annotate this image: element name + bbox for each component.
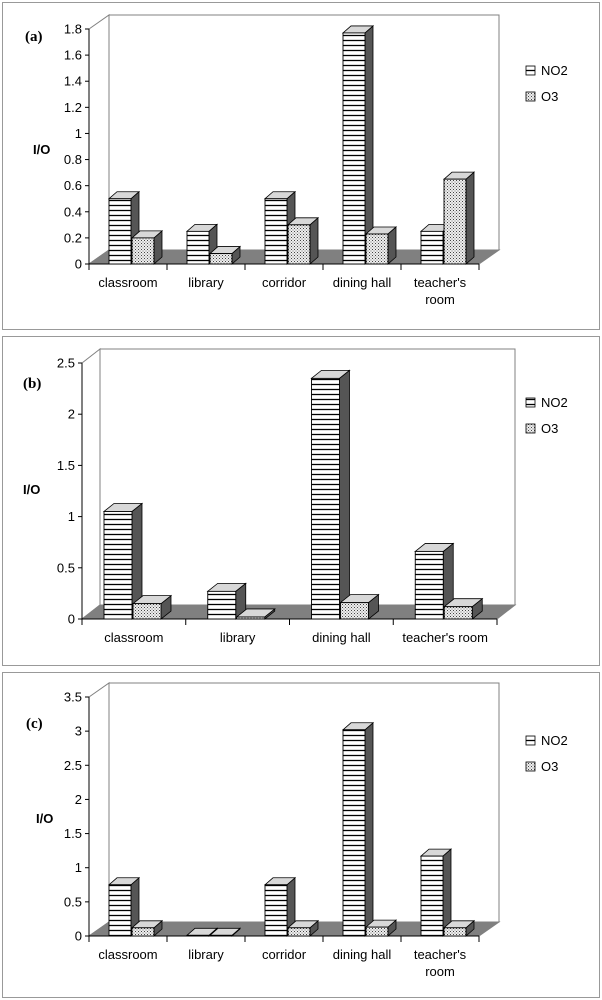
bar-no2-teacher-s-room — [414, 542, 455, 620]
y-axis-label: I/O — [23, 482, 40, 497]
bar-o3-teacher-s-room — [442, 919, 476, 937]
y-tick-label: 1.5 — [64, 826, 82, 841]
legend-label-no2: NO2 — [541, 395, 568, 410]
y-tick-label: 1 — [68, 509, 75, 524]
x-category-label: dining hall — [312, 630, 371, 645]
legend-label-no2: NO2 — [541, 63, 568, 78]
x-category-label: room — [425, 964, 455, 979]
x-category-label: dining hall — [333, 275, 392, 290]
x-category-label: library — [220, 630, 256, 645]
legend-swatch-o3 — [525, 91, 536, 102]
chart-side-wall — [81, 347, 101, 621]
chart-side-wall — [88, 14, 110, 265]
bar-no2-library — [185, 223, 219, 265]
y-tick-label: 3.5 — [64, 690, 82, 705]
bar-no2-library — [206, 582, 247, 620]
bar-o3-corridor — [286, 216, 320, 265]
x-category-label: dining hall — [333, 947, 392, 962]
x-category-label: teacher's room — [402, 630, 488, 645]
y-tick-label: 0 — [75, 257, 82, 272]
bar-o3-teacher-s-room — [442, 171, 476, 265]
y-tick-label: 1 — [75, 126, 82, 141]
legend-label-no2: NO2 — [541, 733, 568, 748]
y-tick-label: 0.8 — [64, 152, 82, 167]
x-category-label: teacher's — [414, 947, 467, 962]
y-tick-label: 0.5 — [64, 894, 82, 909]
y-tick-label: 0.2 — [64, 230, 82, 245]
y-tick-label: 0 — [75, 929, 82, 944]
bar-no2-corridor — [263, 876, 297, 937]
y-tick-label: 2.5 — [57, 356, 75, 371]
bar-o3-classroom — [131, 594, 173, 620]
bar-no2-dining-hall — [341, 25, 375, 265]
bar-o3-classroom — [130, 919, 164, 937]
panel-label: (a) — [25, 29, 43, 45]
legend-label-o3: O3 — [541, 421, 558, 436]
y-axis-label: I/O — [36, 811, 53, 826]
bar-no2-dining-hall — [341, 721, 375, 937]
bar-o3-classroom — [130, 230, 164, 265]
y-tick-label: 2 — [75, 792, 82, 807]
chart-c-svg: 0 0.5 1 1.5 2 2.5 3 3.5 classroom library corridor… — [26, 682, 568, 979]
y-tick-label: 0.6 — [64, 178, 82, 193]
y-tick-label: 2.5 — [64, 758, 82, 773]
bar-no2-classroom — [107, 876, 141, 937]
x-category-label: corridor — [262, 275, 307, 290]
chart-a-svg: 0 0.2 0.4 0.6 0.8 1 1.2 1.4 1.6 1.8 classroom libra… — [25, 14, 568, 307]
chart-b-svg: 0 0.5 1 1.5 2 2.5 classroom library dining hall t… — [23, 347, 568, 645]
x-category-label: classroom — [98, 947, 157, 962]
panel-label: (c) — [26, 716, 43, 732]
bar-o3-dining-hall — [364, 919, 398, 937]
bar-no2-teacher-s-room — [419, 848, 453, 937]
bar-o3-corridor — [286, 919, 320, 937]
x-category-label: room — [425, 292, 455, 307]
legend-swatch-no2 — [525, 735, 536, 746]
bar-o3-library — [235, 608, 276, 620]
y-axis-label: I/O — [33, 142, 50, 157]
chart-back-wall — [108, 14, 500, 251]
legend-label-o3: O3 — [541, 759, 558, 774]
y-tick-label: 1 — [75, 860, 82, 875]
y-tick-label: 1.6 — [64, 48, 82, 63]
y-tick-label: 1.2 — [64, 100, 82, 115]
bar-o3-teacher-s-room — [443, 597, 484, 620]
x-category-label: library — [188, 947, 224, 962]
bar-no2-library — [185, 927, 219, 937]
legend-swatch-no2 — [525, 397, 536, 408]
bar-o3-dining-hall — [364, 226, 398, 265]
y-tick-label: 3 — [75, 724, 82, 739]
chart-panel-b: 0 0.5 1 1.5 2 2.5 classroom library dining hall t… — [2, 336, 600, 666]
legend-swatch-o3 — [525, 761, 536, 772]
x-category-label: classroom — [98, 275, 157, 290]
bar-o3-library — [208, 927, 242, 937]
y-tick-label: 0 — [68, 612, 75, 627]
x-category-label: library — [188, 275, 224, 290]
legend-swatch-o3 — [525, 423, 536, 434]
x-category-label: classroom — [104, 630, 163, 645]
chart-panel-c: 0 0.5 1 1.5 2 2.5 3 3.5 classroom library corridor… — [2, 672, 600, 998]
panel-label: (b) — [23, 376, 41, 392]
chart-side-wall — [88, 682, 110, 937]
y-tick-label: 0.4 — [64, 204, 82, 219]
y-tick-label: 1.5 — [57, 458, 75, 473]
bar-o3-library — [208, 245, 242, 265]
bar-o3-dining-hall — [339, 593, 380, 620]
y-tick-label: 0.5 — [57, 560, 75, 575]
bar-no2-dining-hall — [310, 369, 351, 620]
x-category-label: teacher's — [414, 275, 467, 290]
legend-swatch-no2 — [525, 65, 536, 76]
bar-no2-classroom — [102, 502, 144, 620]
y-tick-label: 2 — [68, 407, 75, 422]
chart-panel-a: 0 0.2 0.4 0.6 0.8 1 1.2 1.4 1.6 1.8 classroom libra… — [2, 2, 600, 330]
y-tick-label: 1.4 — [64, 74, 82, 89]
legend-label-o3: O3 — [541, 89, 558, 104]
x-category-label: corridor — [262, 947, 307, 962]
y-tick-label: 1.8 — [64, 22, 82, 37]
